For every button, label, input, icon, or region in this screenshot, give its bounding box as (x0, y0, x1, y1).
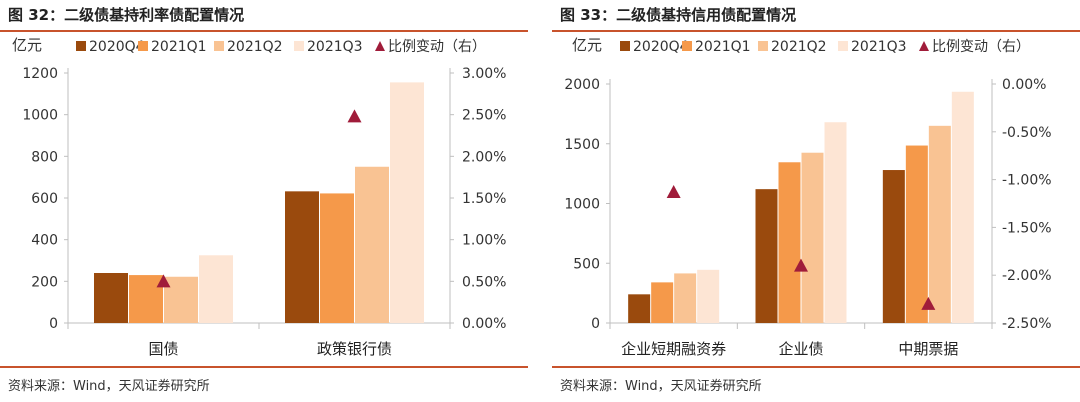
y-axis-title: 亿元 (12, 36, 42, 54)
chart-panel-credit-bonds: 图 33：二级债基持信用债配置情况 亿元 2020Q4 2021Q1 2021Q2 20… (552, 0, 1080, 402)
bar-chart: 亿元 2020Q4 2021Q1 2021Q2 2021Q3 比例变动（右） 0 500 100… (564, 36, 1052, 358)
y2-tick-label: 1.00% (462, 233, 506, 249)
source-note: 资料来源：Wind，天风证券研究所 (560, 379, 762, 394)
bar (390, 82, 424, 323)
marker-point (347, 109, 362, 123)
bar (628, 294, 651, 323)
y2-tick-label: 1.50% (462, 191, 506, 207)
bar (882, 170, 905, 323)
legend-label: 2021Q1 (151, 39, 207, 55)
legend-marker-icon (375, 41, 385, 51)
y-tick-label: 1000 (564, 197, 600, 213)
legend-label: 比例变动（右） (388, 39, 486, 55)
legend-swatch (76, 41, 86, 51)
bar (755, 189, 778, 323)
y2-tick-label: 0.00% (1002, 77, 1046, 93)
y-tick-label: 400 (31, 233, 58, 249)
legend-swatch (214, 41, 224, 51)
legend-label: 2021Q3 (307, 39, 363, 55)
y-tick-label: 0 (49, 316, 58, 332)
marker-point (794, 258, 808, 272)
legend-label: 2021Q3 (851, 39, 907, 55)
x-category-label: 企业短期融资券 (621, 340, 726, 358)
source-rule (0, 366, 528, 368)
figure-title: 图 33：二级债基持信用债配置情况 (560, 6, 797, 24)
legend-swatch (682, 41, 692, 51)
legend-swatch (838, 41, 848, 51)
y-tick-label: 200 (31, 274, 58, 290)
legend-marker-icon (919, 41, 929, 51)
marker-point (156, 274, 171, 288)
y2-tick-label: 0.50% (462, 274, 506, 290)
x-category-label: 中期票据 (898, 340, 958, 358)
y2-tick-label: 0.00% (462, 316, 506, 332)
y-tick-label: 1200 (22, 66, 58, 82)
chart-panel-interest-rate-bonds: 图 32：二级债基持利率债配置情况 亿元 2020Q4 2021Q1 2021Q2 20… (0, 0, 528, 402)
bar (778, 162, 801, 323)
figure-title: 图 32：二级债基持利率债配置情况 (8, 6, 245, 24)
marker-point (921, 296, 936, 310)
x-category-label: 政策银行债 (317, 340, 392, 358)
x-category-label: 国债 (148, 340, 178, 358)
bar (928, 125, 951, 323)
y2-tick-label: -1.00% (1002, 173, 1052, 189)
bar (285, 191, 319, 323)
legend-label: 2021Q1 (695, 39, 751, 55)
legend-label: 2021Q2 (771, 39, 827, 55)
y-axis-title: 亿元 (572, 36, 602, 54)
y-tick-label: 0 (591, 316, 600, 332)
legend-swatch (138, 41, 148, 51)
title-rule (552, 30, 1080, 32)
y-tick-label: 500 (573, 256, 600, 272)
legend-swatch (620, 41, 630, 51)
legend-swatch (758, 41, 768, 51)
legend-swatch (294, 41, 304, 51)
y2-tick-label: -1.50% (1002, 220, 1052, 236)
legend-label: 2021Q2 (227, 39, 283, 55)
bar (129, 275, 163, 323)
bar (697, 269, 720, 323)
bar (801, 152, 824, 323)
legend-label: 2020Q4 (89, 39, 145, 55)
title-rule (0, 30, 528, 32)
bar (355, 166, 389, 323)
legend-label: 比例变动（右） (932, 39, 1030, 55)
y-tick-label: 1500 (564, 137, 600, 153)
bar (651, 282, 674, 323)
bar (94, 273, 128, 323)
y-tick-label: 800 (31, 149, 58, 165)
y2-tick-label: -0.50% (1002, 125, 1052, 141)
y2-tick-label: -2.50% (1002, 316, 1052, 332)
source-note: 资料来源：Wind，天风证券研究所 (8, 379, 210, 394)
bar (824, 122, 847, 324)
bar (164, 276, 198, 323)
bar (905, 145, 928, 323)
bar-chart: 亿元 2020Q4 2021Q1 2021Q2 2021Q3 比例变动（右） 0 200 400… (12, 36, 506, 358)
bar (320, 193, 354, 323)
y-tick-label: 600 (31, 191, 58, 207)
marker-point (666, 185, 681, 199)
y-tick-label: 2000 (564, 77, 600, 93)
y2-tick-label: 3.00% (462, 66, 506, 82)
x-category-label: 企业债 (778, 340, 823, 358)
y2-tick-label: 2.50% (462, 108, 506, 124)
source-rule (552, 366, 1080, 368)
bar (199, 255, 233, 323)
legend-label: 2020Q4 (633, 39, 689, 55)
y-tick-label: 1000 (22, 108, 58, 124)
bar (674, 273, 697, 323)
bar (951, 91, 974, 323)
y2-tick-label: -2.00% (1002, 268, 1052, 284)
y2-tick-label: 2.00% (462, 149, 506, 165)
